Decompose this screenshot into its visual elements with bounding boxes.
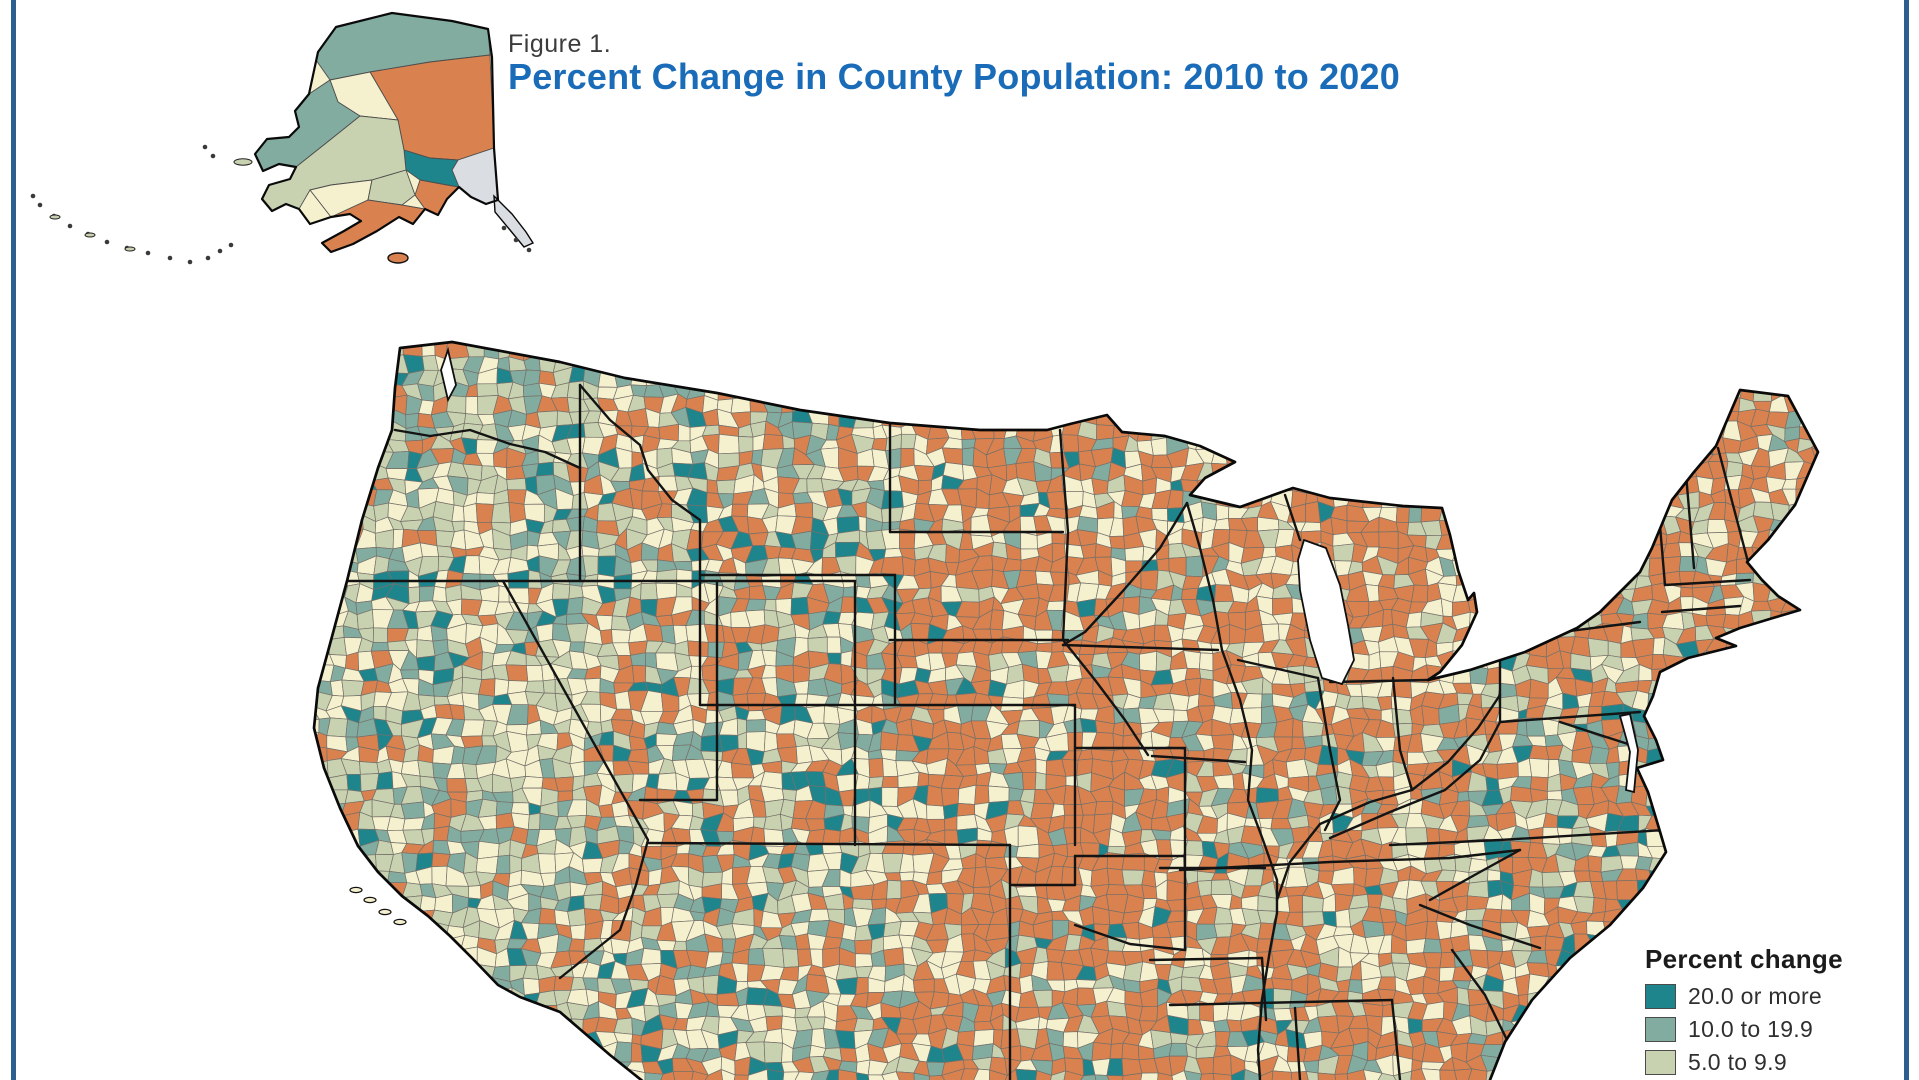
legend-item-label: 20.0 or more [1688, 983, 1822, 1009]
figure-border-left [11, 0, 16, 1080]
legend-swatch [1645, 1017, 1676, 1042]
conus-outline [312, 340, 1820, 1080]
conus-county-mosaic [314, 342, 1818, 1080]
lake-michigan [1297, 538, 1355, 686]
figure-title: Percent Change in County Population: 201… [508, 56, 1400, 97]
legend-swatch [1645, 1050, 1676, 1075]
kodiak-island [387, 252, 409, 264]
channel-islands [349, 886, 407, 926]
st-lawrence-island [233, 158, 253, 166]
puget-sound [440, 346, 457, 403]
great-lakes-and-bays [440, 346, 1639, 794]
map-legend: Percent change 20.0 or more 10.0 to 19.9 5… [1645, 944, 1895, 1080]
state-borders [345, 383, 1752, 1080]
legend-item-label: 10.0 to 19.9 [1688, 1016, 1814, 1042]
figure-label: Figure 1. [508, 30, 612, 58]
legend-title: Percent change [1645, 944, 1843, 974]
legend-item: 10.0 to 19.9 [1645, 1016, 1895, 1042]
legend-item-label: 5.0 to 9.9 [1688, 1049, 1787, 1075]
legend-rows: 20.0 or more 10.0 to 19.9 5.0 to 9.9 [1645, 983, 1895, 1080]
legend-item: 5.0 to 9.9 [1645, 1049, 1895, 1075]
legend-swatch [1645, 984, 1676, 1009]
chesapeake-bay [1618, 712, 1639, 794]
alaska-inset [30, 11, 535, 265]
figure-border-right [1904, 0, 1909, 1080]
legend-item: 20.0 or more [1645, 983, 1895, 1009]
